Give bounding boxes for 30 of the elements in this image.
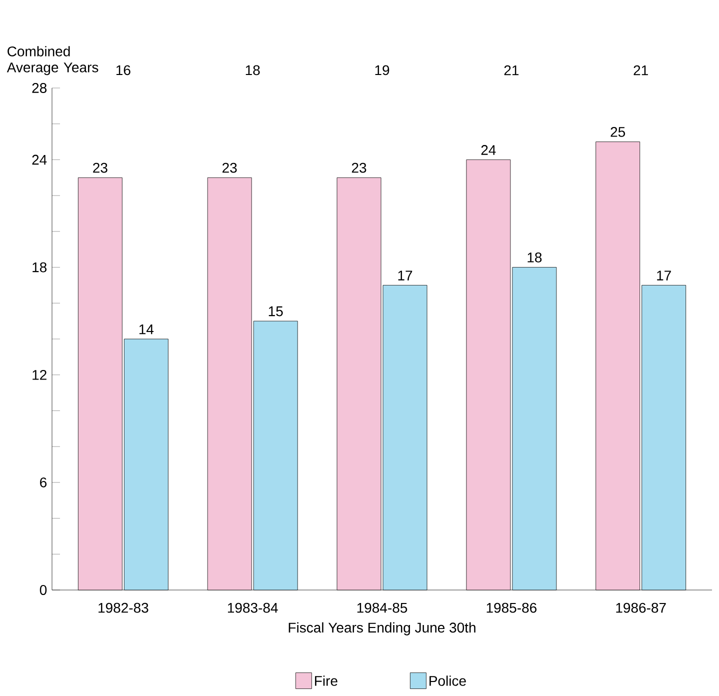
text: 19 [375, 65, 390, 76]
x-tick-label: 1983-84 [228, 602, 278, 613]
data-label: 18 [528, 252, 542, 262]
y-tick-label: 28 [32, 83, 47, 93]
y-tick-label: 24 [32, 154, 47, 165]
y-tick-label: 12 [32, 370, 46, 380]
x-tick-label: 1986-87 [616, 602, 666, 613]
data-label: 23 [222, 162, 237, 173]
data-label: 17 [398, 270, 412, 280]
text: Combined Average Years [6, 46, 98, 76]
text: 16 [116, 65, 130, 76]
data-label: 23 [352, 162, 366, 173]
data-label: 15 [268, 306, 283, 316]
y-tick-label: 6 [40, 477, 47, 488]
data-label: 23 [93, 162, 108, 173]
data-label: 24 [481, 145, 496, 155]
x-tick-label: 1985-86 [486, 602, 536, 613]
x-tick-label: 1982-83 [98, 602, 148, 613]
text: 21 [634, 65, 648, 76]
x-axis-title: Fiscal Years Ending June 30th [288, 622, 476, 636]
data-label: 25 [610, 126, 626, 137]
text: 18 [246, 65, 260, 76]
y-tick-label: 0 [40, 585, 47, 595]
data-label: 14 [139, 324, 154, 334]
legend-label: Fire [315, 676, 338, 686]
x-tick-label: 1984-85 [357, 602, 408, 613]
data-label: 17 [657, 270, 671, 280]
text: 21 [504, 65, 519, 76]
legend-label: Police [430, 676, 466, 686]
y-tick-label: 18 [32, 262, 47, 272]
